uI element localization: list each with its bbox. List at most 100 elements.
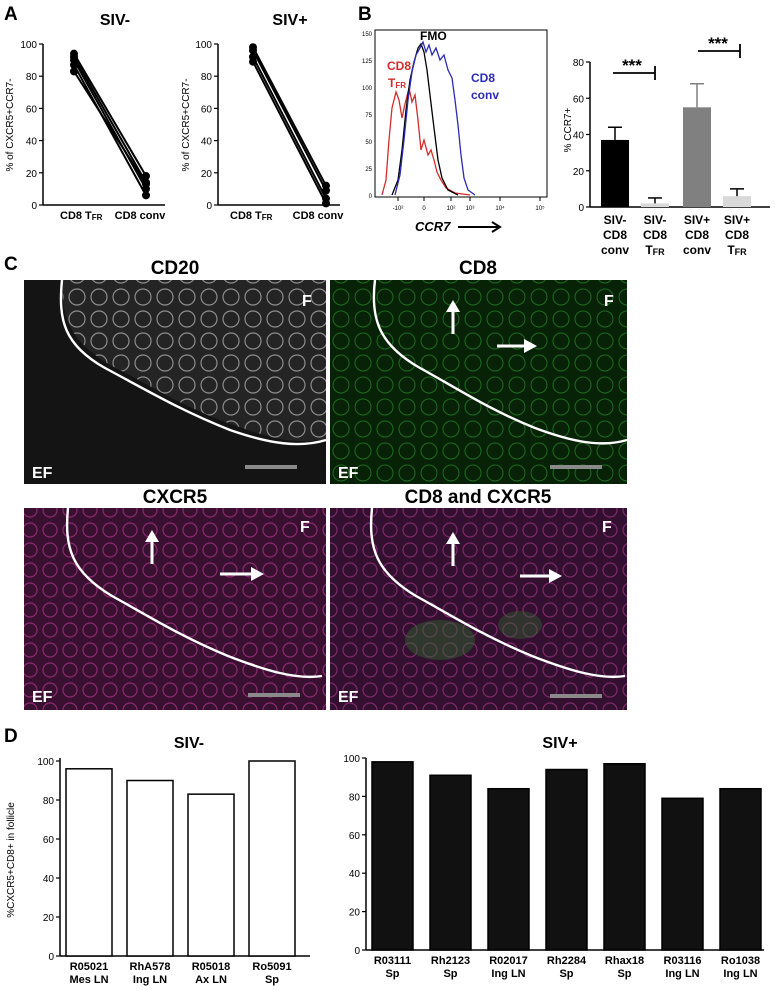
panel-d-right-category-tissue: Ing LN [491,968,525,980]
panel-d-right-bar [429,774,472,951]
panel-a-right-point-conv [322,199,330,208]
panel-b-category-label: TFR [645,243,665,257]
panel-d-left-tick-label: 100 [37,757,54,768]
panel-d-left-tick-label: 0 [48,952,54,963]
panel-a-left-tick-label: 60 [26,104,38,115]
histogram-arrow-icon [491,221,502,233]
panel-d-right-bar [371,761,414,951]
panel-label-d: D [4,726,18,747]
histogram-cd8tfr-curve [381,87,471,196]
histogram-cd8conv-label-2: conv [471,88,499,102]
image-title-cxcr5: CXCR5 [143,487,208,508]
image-title-cd20: CD20 [151,258,200,279]
panel-b-bars-tick-label: 0 [578,203,584,214]
panel-d-right-category-id: Rh2123 [431,955,470,967]
panel-b-bars-tick-label: 80 [573,58,585,69]
panel-b-category-label: SIV- [604,213,627,227]
image-cxcr5: F EF [24,507,326,710]
panel-d-right-category-id: Ro1038 [721,955,760,967]
panel-d-right-category-id: R03111 [374,955,411,967]
panel-a-right-tick-label: 0 [206,201,212,212]
histogram-ytick-label: 100 [362,86,373,92]
histogram-ytick-label: 125 [362,59,373,65]
histogram-ytick-label: 50 [365,140,372,146]
panel-d-ylabel: %CXCR5+CD8+ in follicle [6,802,17,918]
image-merge-follicle-label: F [602,519,612,536]
panel-b-category-label: SIV+ [724,213,750,227]
image-cd8-follicle-label: F [604,293,614,310]
panel-a-right-tick-label: 80 [201,72,213,83]
panel-b-category-label: conv [601,243,629,257]
panel-a-right-pair-line [252,49,327,191]
panel-d-left-category-id: R05018 [192,961,231,973]
panel-a-left-title: SIV- [100,12,130,29]
panel-d-left-category-id: RhA578 [130,961,171,973]
panel-a-left-point-tfr [70,60,78,69]
panel-a-left-point-tfr [70,67,78,76]
image-cxcr5-extrafollicle-label: EF [32,689,53,706]
arrow-up-icon-head [446,532,460,544]
panel-d-right-category-tissue: Ing LN [665,968,699,980]
panel-a-right-xcat-conv: CD8 conv [293,210,345,222]
panel-a-right-ylabel: % of CXCR5+CCR7- [181,78,192,171]
histogram-xtick-label: 0 [422,206,426,212]
panel-a-left-xcat-conv: CD8 conv [115,210,167,222]
panel-a-right-title: SIV+ [272,12,307,29]
panel-d-left-tick-label: 40 [43,874,55,885]
panel-d-left-tick-label: 20 [43,913,55,924]
image-title-cd8-cxcr5: CD8 and CXCR5 [405,487,552,508]
panel-d-left-bar [65,768,113,957]
histogram-xtick-label: 10² [447,206,456,212]
histogram-xtick-label: 10⁴ [495,205,505,212]
panel-a-left-tick-label: 0 [31,201,37,212]
scale-bar [248,693,300,697]
panel-a-left-pair-line [73,53,147,177]
panel-b-histogram: 0 25 50 75 100 125 150 -10² 0 10² 10³ 10⁴ 10⁵ FMO C… [362,29,548,234]
panel-d-right-category-id: R02017 [489,955,528,967]
panel-d-left-bar [187,793,235,957]
arrow-up-icon-head [446,300,460,312]
panel-a-right-pair-line [252,56,327,200]
histogram-cd8tfr-label-2: TFR [388,76,406,90]
histogram-ytick-label: 150 [362,32,373,38]
panel-b-category-label: CD8 [603,228,627,242]
panel-a-right-point-tfr [249,57,257,66]
panel-a-left-pair-line [73,56,147,183]
arrow-up-icon-head [145,530,159,542]
histogram-cd8tfr-label-1: CD8 [387,59,411,73]
panel-d-right-bar [719,787,762,951]
panel-a-right-tick-label: 100 [195,40,212,51]
histogram-fmo-curve [391,42,459,196]
panel-d-left-category-id: Ro5091 [252,961,291,973]
panel-b-category-label: TFR [727,243,747,257]
panel-b-bar [683,107,711,207]
panel-b-bar [601,139,629,207]
panel-a-right-point-tfr [249,46,257,55]
panel-d-right-bar [487,787,530,951]
panel-a-left-xcat-tfr: CD8 TFR [60,210,103,222]
panel-a-left-point-conv [142,191,150,200]
panel-b-category-label: CD8 [643,228,667,242]
image-cd20-extrafollicle-label: EF [32,465,53,482]
panel-a-left-ylabel: % of CXCR5+CCR7- [5,78,16,171]
panel-d-right-tick-label: 80 [349,792,361,803]
panel-d-right-bar [603,763,646,951]
panel-b-category-label: SIV- [644,213,667,227]
histogram-xlabel: CCR7 [415,219,451,234]
panel-d-right-category-tissue: Sp [443,968,457,980]
panel-d-left-category-tissue: Sp [265,974,279,986]
panel-d-right-category-tissue: Ing LN [723,968,757,980]
follicle-boundary-line [65,507,323,678]
panel-d-left-category-tissue: Ax LN [195,974,227,986]
panel-a-right-pair-line [252,61,327,204]
histogram-cd8conv-label-1: CD8 [471,71,495,85]
panel-d-right-category-id: R03116 [664,955,702,967]
image-cd8-cxcr5-merge: F EF [330,507,627,710]
histogram-ytick-label: 75 [365,113,372,119]
panel-d-right-category-tissue: Sp [617,968,631,980]
panel-b-bar [723,196,751,207]
panel-label-c: C [4,254,18,275]
panel-a-left-tick-label: 40 [26,137,38,148]
panel-b-bars-tick-label: 60 [573,94,585,105]
panel-b-bars-tick-label: 20 [573,167,585,178]
